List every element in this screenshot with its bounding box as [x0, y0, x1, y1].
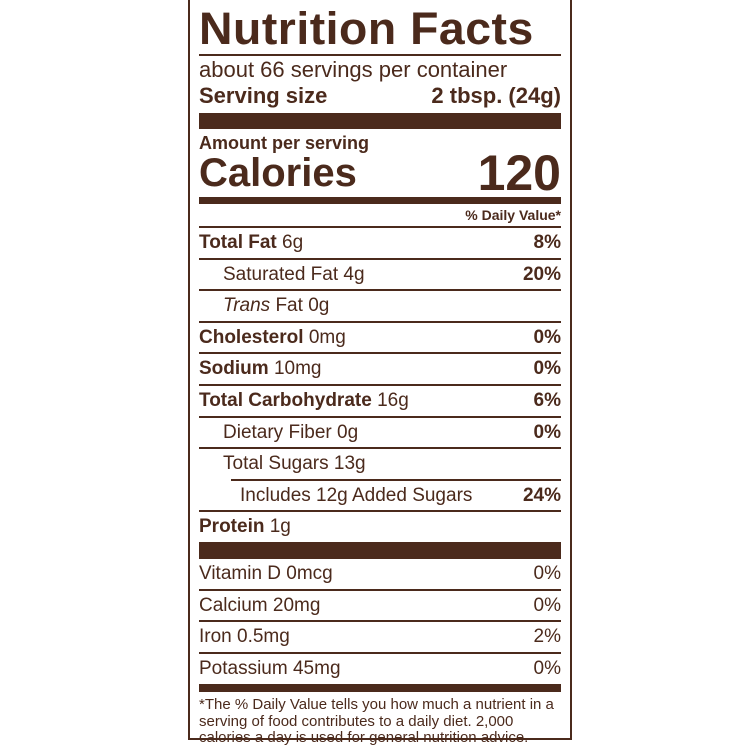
- nutrient-name: Total Sugars: [223, 453, 329, 475]
- nutrient-dv: 20%: [522, 263, 561, 285]
- vitamin-text: Iron 0.5mg: [199, 626, 290, 648]
- vitamin-row-calcium: Calcium 20mg 0%: [199, 588, 561, 621]
- nutrient-row-cholesterol: Cholesterol 0mg 0%: [199, 320, 561, 353]
- nutrient-name: Cholesterol: [199, 326, 304, 348]
- nutrient-name: Total Carbohydrate: [199, 389, 372, 411]
- nutrient-row-dietary-fiber: Dietary Fiber 0g 0%: [199, 415, 561, 448]
- calories-value: 120: [477, 145, 561, 201]
- nutrient-row-added-sugars: Includes 12g Added Sugars 24%: [231, 478, 561, 511]
- nutrient-name: Trans: [223, 295, 271, 317]
- nutrient-dv: 0%: [533, 421, 561, 443]
- nutrient-dv: 8%: [533, 232, 561, 253]
- vitamin-row-iron: Iron 0.5mg 2%: [199, 620, 561, 652]
- nutrient-amount: 0g: [337, 421, 359, 443]
- nutrient-amount: 0g: [308, 295, 330, 317]
- nutrient-name-suffix: Fat: [275, 295, 303, 317]
- nutrient-dv: 0%: [533, 326, 561, 348]
- nutrient-name: Sodium: [199, 358, 269, 380]
- vitamin-text: Potassium 45mg: [199, 657, 341, 679]
- thick-divider: [199, 113, 561, 129]
- nutrient-amount: 0mg: [308, 326, 346, 348]
- vitamin-dv: 0%: [533, 594, 561, 616]
- vitamin-dv: 2%: [533, 626, 561, 648]
- nutrient-dv: 0%: [533, 358, 561, 380]
- nutrient-name: Dietary Fiber: [223, 421, 332, 443]
- nutrient-amount: 4g: [343, 263, 365, 285]
- nutrient-row-total-carbohydrate: Total Carbohydrate 16g 6%: [199, 383, 561, 416]
- nutrition-facts-label: Nutrition Facts about 66 servings per co…: [188, 0, 572, 746]
- vitamin-row-vitamin-d: Vitamin D 0mcg 0%: [199, 559, 561, 589]
- nutrient-name: Includes 12g Added Sugars: [240, 484, 473, 506]
- nutrient-name: Total Fat: [199, 232, 277, 253]
- nutrient-amount: 13g: [333, 453, 366, 475]
- nutrient-row-sodium: Sodium 10mg 0%: [199, 352, 561, 384]
- serving-size-label: Serving size: [199, 83, 328, 108]
- serving-size: Serving size 2 tbsp. (24g): [199, 83, 561, 109]
- nutrient-name: Protein: [199, 516, 265, 538]
- serving-size-value: 2 tbsp. (24g): [431, 83, 561, 108]
- thick-divider: [199, 541, 561, 559]
- nutrient-row-trans-fat: Trans Fat 0g: [199, 289, 561, 321]
- vitamin-dv: 0%: [533, 562, 561, 584]
- servings-per-container: about 66 servings per container: [199, 57, 508, 82]
- footnote: *The % Daily Value tells you how much a …: [199, 696, 554, 747]
- vitamin-dv: 0%: [533, 657, 561, 679]
- nutrient-name: Saturated Fat: [223, 263, 339, 285]
- daily-value-header: % Daily Value*: [465, 207, 561, 223]
- nutrient-amount: 10mg: [273, 358, 322, 380]
- vitamin-row-potassium: Potassium 45mg 0%: [199, 651, 561, 684]
- nutrient-amount: 1g: [269, 516, 291, 538]
- nutrient-amount: 6g: [282, 232, 304, 253]
- nutrient-dv: 24%: [522, 484, 561, 506]
- medium-divider: [199, 684, 561, 693]
- vitamin-text: Vitamin D 0mcg: [199, 562, 333, 584]
- amount-per-serving: Amount per serving: [199, 133, 370, 153]
- nutrient-amount: 16g: [377, 389, 409, 411]
- divider: [199, 54, 561, 56]
- nutrient-dv: 6%: [533, 389, 561, 411]
- label-title: Nutrition Facts: [199, 3, 534, 54]
- calories-row: Calories 120: [199, 145, 561, 201]
- medium-divider: [199, 197, 561, 204]
- calories-label: Calories: [199, 151, 357, 195]
- vitamin-text: Calcium 20mg: [199, 594, 321, 616]
- nutrient-row-total-sugars: Total Sugars 13g: [199, 447, 561, 479]
- nutrient-row-protein: Protein 1g: [199, 510, 561, 542]
- nutrient-row-total-fat: Total Fat 6g 8%: [199, 226, 561, 258]
- nutrient-row-saturated-fat: Saturated Fat 4g 20%: [199, 257, 561, 290]
